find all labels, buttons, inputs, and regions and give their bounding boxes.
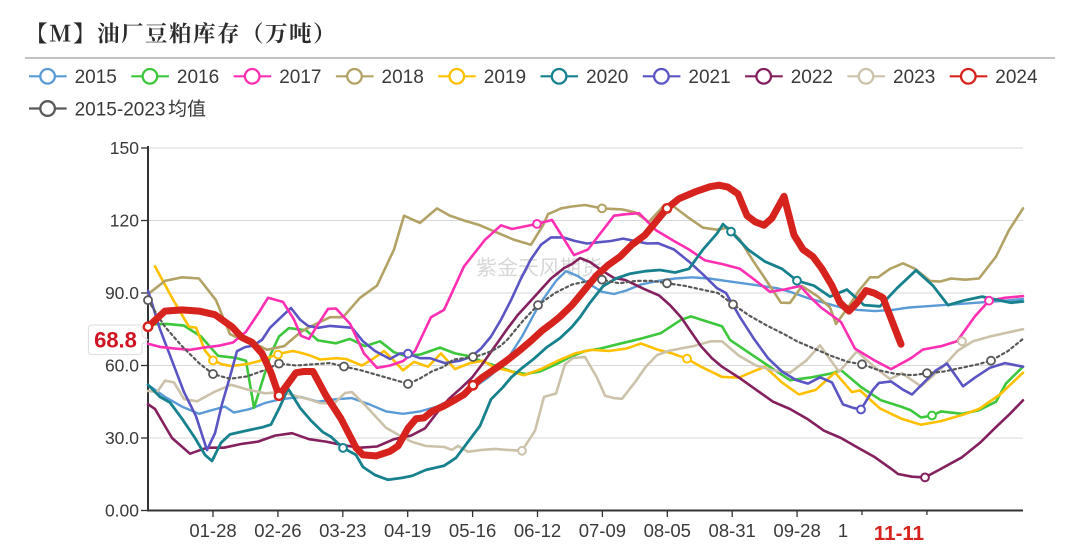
svg-text:2016: 2016 [177,67,219,88]
svg-text:60.0: 60.0 [105,356,139,376]
svg-text:03-23: 03-23 [319,520,366,541]
svg-text:2018: 2018 [382,67,424,88]
svg-text:90.0: 90.0 [105,283,139,303]
svg-text:2020: 2020 [586,67,628,88]
svg-text:09-28: 09-28 [773,520,820,541]
svg-text:2024: 2024 [995,67,1038,88]
svg-text:2019: 2019 [484,67,526,88]
svg-text:06-12: 06-12 [514,520,561,541]
svg-text:2022: 2022 [791,67,833,88]
svg-text:120: 120 [110,211,139,231]
svg-text:08-31: 08-31 [709,520,756,541]
svg-text:2015-2023: 2015-2023 [75,99,166,120]
svg-text:11-11: 11-11 [874,522,924,545]
svg-text:2023: 2023 [893,67,935,88]
svg-text:150: 150 [110,138,139,158]
svg-text:02-26: 02-26 [254,520,301,541]
svg-text:2015: 2015 [75,67,117,88]
svg-text:07-09: 07-09 [579,520,626,541]
svg-text:1: 1 [838,520,848,541]
svg-text:01-28: 01-28 [189,520,236,541]
svg-text:2021: 2021 [688,67,730,88]
svg-text:30.0: 30.0 [105,428,139,448]
svg-text:08-05: 08-05 [644,520,691,541]
svg-text:05-16: 05-16 [449,520,496,541]
svg-text:2017: 2017 [279,67,321,88]
svg-text:04-19: 04-19 [384,520,431,541]
svg-text:0.00: 0.00 [105,501,139,521]
svg-text:68.8: 68.8 [94,328,137,353]
